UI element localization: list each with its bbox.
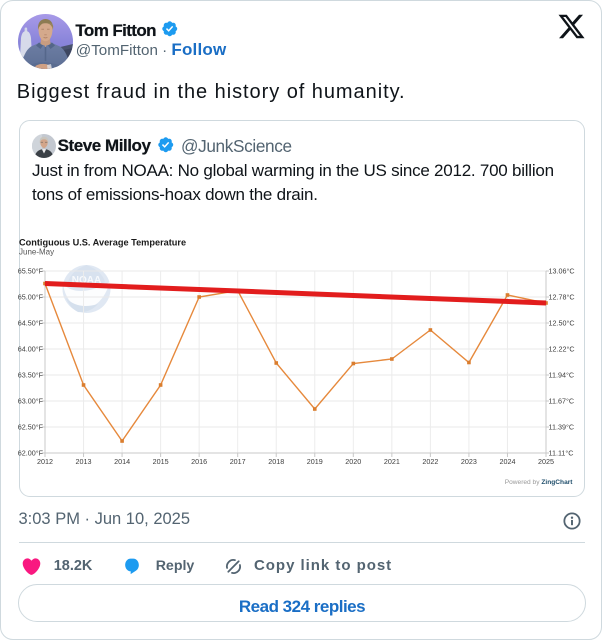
svg-text:11.11°C: 11.11°C [548, 449, 573, 458]
svg-text:63.50°F: 63.50°F [17, 371, 43, 380]
svg-text:2023: 2023 [460, 457, 476, 466]
svg-text:Powered by ZingChart: Powered by ZingChart [504, 479, 573, 486]
svg-text:65.50°F: 65.50°F [17, 267, 43, 276]
svg-text:2024: 2024 [499, 457, 515, 466]
svg-text:64.50°F: 64.50°F [17, 319, 43, 328]
svg-text:June-May: June-May [19, 248, 54, 257]
svg-text:2014: 2014 [114, 457, 130, 466]
svg-text:Contiguous U.S. Average Temper: Contiguous U.S. Average Temperature [19, 238, 186, 248]
svg-text:12.50°C: 12.50°C [548, 319, 574, 328]
svg-text:12.78°C: 12.78°C [548, 293, 574, 302]
svg-text:11.94°C: 11.94°C [548, 371, 574, 380]
svg-text:62.00°F: 62.00°F [17, 449, 43, 458]
svg-text:2016: 2016 [191, 457, 207, 466]
svg-text:2025: 2025 [538, 457, 554, 466]
svg-text:63.00°F: 63.00°F [17, 397, 43, 406]
svg-text:2017: 2017 [229, 457, 245, 466]
svg-text:12.22°C: 12.22°C [548, 345, 574, 354]
svg-text:11.39°C: 11.39°C [548, 423, 574, 432]
svg-text:2022: 2022 [422, 457, 438, 466]
svg-text:13.06°C: 13.06°C [548, 267, 574, 276]
svg-text:2013: 2013 [75, 457, 91, 466]
svg-text:64.00°F: 64.00°F [17, 345, 43, 354]
svg-text:2012: 2012 [37, 457, 53, 466]
svg-text:2019: 2019 [306, 457, 322, 466]
svg-text:62.50°F: 62.50°F [17, 423, 43, 432]
svg-text:NOAA: NOAA [71, 275, 100, 286]
svg-text:2018: 2018 [268, 457, 284, 466]
svg-text:2020: 2020 [345, 457, 361, 466]
svg-text:11.67°C: 11.67°C [548, 397, 574, 406]
svg-text:65.00°F: 65.00°F [17, 293, 43, 302]
svg-text:2021: 2021 [383, 457, 399, 466]
svg-text:2015: 2015 [152, 457, 168, 466]
